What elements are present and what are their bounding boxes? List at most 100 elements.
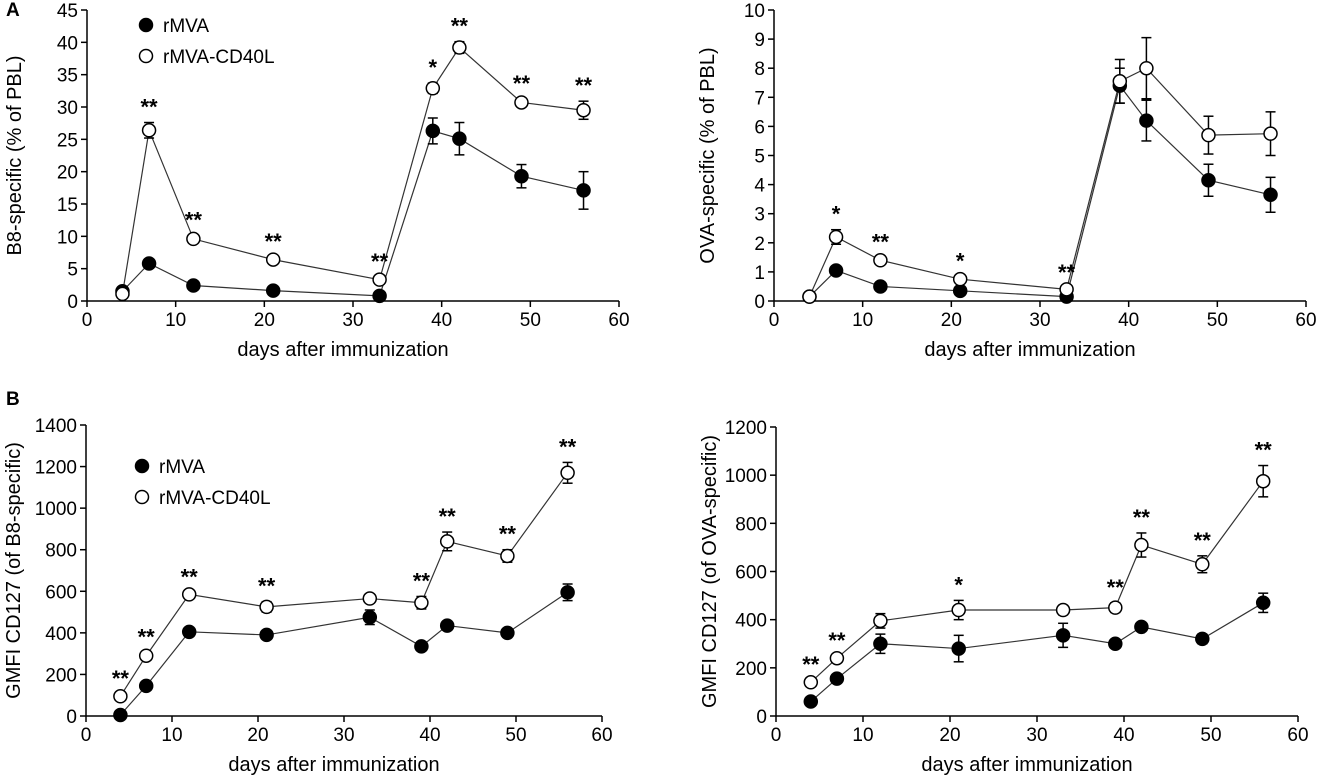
significance-marker: * <box>832 202 841 227</box>
data-point-rmva-cd40l <box>113 689 128 704</box>
chart-b-gmfi-b8: 0 10 20 30 40 50 600200400600800100012001400da… <box>3 416 613 776</box>
y-tick-label: 8 <box>754 59 765 80</box>
data-point-rmva-cd40l <box>1139 60 1154 76</box>
data-point-rmva-cd40l <box>138 648 154 663</box>
data-point-rmva <box>514 168 529 184</box>
data-point-rmva <box>803 694 819 709</box>
significance-marker: ** <box>1107 575 1125 600</box>
data-point-rmva-cd40l <box>452 40 467 55</box>
y-tick-label: 1200 <box>725 418 767 439</box>
y-tick-label: 35 <box>57 66 78 87</box>
y-tick-label: 7 <box>754 88 765 109</box>
data-point-rmva-cd40l <box>362 591 378 606</box>
data-point-rmva <box>1055 628 1071 643</box>
data-point-rmva-cd40l <box>414 595 429 610</box>
data-point-rmva-cd40l <box>259 599 274 615</box>
data-point-rmva-cd40l <box>115 286 130 302</box>
data-point-rmva-cd40l <box>141 123 157 138</box>
x-tick-label: 30 <box>1029 310 1050 331</box>
x-axis-label: days after immunization <box>921 754 1132 776</box>
data-point-rmva-cd40l <box>576 102 591 118</box>
data-point-rmva <box>265 283 281 298</box>
y-tick-label: 400 <box>735 611 767 632</box>
x-tick-label: 60 <box>1287 725 1308 746</box>
x-tick-label: 10 <box>165 310 186 331</box>
data-point-rmva-cd40l <box>873 253 888 268</box>
data-point-rmva-cd40l <box>1255 473 1271 489</box>
legend-marker-rmva <box>138 17 154 33</box>
y-tick-label: 45 <box>57 1 78 22</box>
data-point-rmva <box>1201 172 1216 188</box>
significance-marker: ** <box>575 73 593 98</box>
data-point-rmva <box>113 707 128 723</box>
data-point-rmva <box>873 636 888 651</box>
significance-marker: ** <box>265 229 283 254</box>
panel-letter-a: A <box>6 0 20 21</box>
x-tick-label: 20 <box>254 310 275 331</box>
data-point-rmva <box>186 278 201 293</box>
x-tick-label: 50 <box>1200 725 1221 746</box>
y-tick-label: 20 <box>57 163 78 184</box>
x-tick-label: 20 <box>941 310 962 331</box>
y-tick-label: 0 <box>67 292 78 313</box>
significance-marker: ** <box>258 574 276 599</box>
x-tick-label: 10 <box>852 310 873 331</box>
data-point-rmva <box>1108 636 1123 651</box>
significance-marker: ** <box>559 434 577 459</box>
data-point-rmva-cd40l <box>1263 126 1278 141</box>
legend-marker-rmva <box>134 458 150 474</box>
y-axis-label: OVA-specific (% of PBL) <box>697 47 719 263</box>
legend: rMVA rMVA-CD40L <box>138 16 275 68</box>
x-tick-label: 0 <box>771 725 782 746</box>
x-tick-label: 40 <box>1118 310 1139 331</box>
significance-marker: ** <box>112 666 130 691</box>
y-tick-label: 1000 <box>725 466 767 487</box>
y-tick-label: 40 <box>57 33 78 54</box>
data-point-rmva <box>1139 113 1154 128</box>
x-tick-label: 40 <box>431 310 452 331</box>
data-point-rmva-cd40l <box>1134 537 1149 553</box>
legend-label-rmva: rMVA <box>159 457 205 478</box>
significance-marker: ** <box>413 568 431 593</box>
y-tick-label: 6 <box>754 117 765 138</box>
series-line-rmva <box>119 591 568 716</box>
y-tick-label: 9 <box>754 30 765 51</box>
y-tick-label: 600 <box>735 563 767 584</box>
data-point-rmva <box>138 678 154 694</box>
data-point-rmva <box>452 131 467 146</box>
x-tick-label: 60 <box>1295 310 1316 331</box>
significance-marker: ** <box>141 95 159 120</box>
significance-marker: ** <box>513 71 531 96</box>
series-line-rmva-cd40l <box>810 480 1264 683</box>
y-tick-label: 2 <box>754 234 765 255</box>
data-point-rmva <box>1134 619 1149 635</box>
data-point-rmva-cd40l <box>186 231 201 247</box>
data-point-rmva-cd40l <box>425 80 441 96</box>
data-point-rmva-cd40l <box>560 465 575 481</box>
y-axis-label: B8-specific (% of PBL) <box>4 55 26 255</box>
legend-marker-rmva-cd40l <box>138 48 154 64</box>
data-point-rmva-cd40l <box>952 271 968 287</box>
significance-marker: ** <box>1194 528 1212 553</box>
x-tick-label: 20 <box>247 725 268 746</box>
data-point-rmva-cd40l <box>1112 74 1128 89</box>
x-tick-label: 50 <box>1207 310 1228 331</box>
significance-marker: ** <box>138 625 156 650</box>
y-tick-label: 600 <box>45 582 77 603</box>
data-point-rmva <box>560 585 575 600</box>
data-point-rmva <box>576 183 591 198</box>
data-point-rmva-cd40l <box>829 650 845 666</box>
data-point-rmva <box>362 610 378 625</box>
data-point-rmva-cd40l <box>1059 282 1074 297</box>
y-tick-label: 10 <box>744 1 765 22</box>
data-point-rmva <box>1263 187 1278 203</box>
significance-marker: ** <box>499 522 517 547</box>
significance-marker: ** <box>185 208 203 233</box>
significance-marker: ** <box>181 564 199 589</box>
x-tick-label: 60 <box>608 310 629 331</box>
significance-marker: ** <box>872 229 890 254</box>
y-tick-label: 30 <box>57 98 78 119</box>
legend-marker-rmva-cd40l <box>134 489 150 505</box>
x-tick-label: 0 <box>82 310 93 331</box>
y-tick-label: 10 <box>57 227 78 248</box>
